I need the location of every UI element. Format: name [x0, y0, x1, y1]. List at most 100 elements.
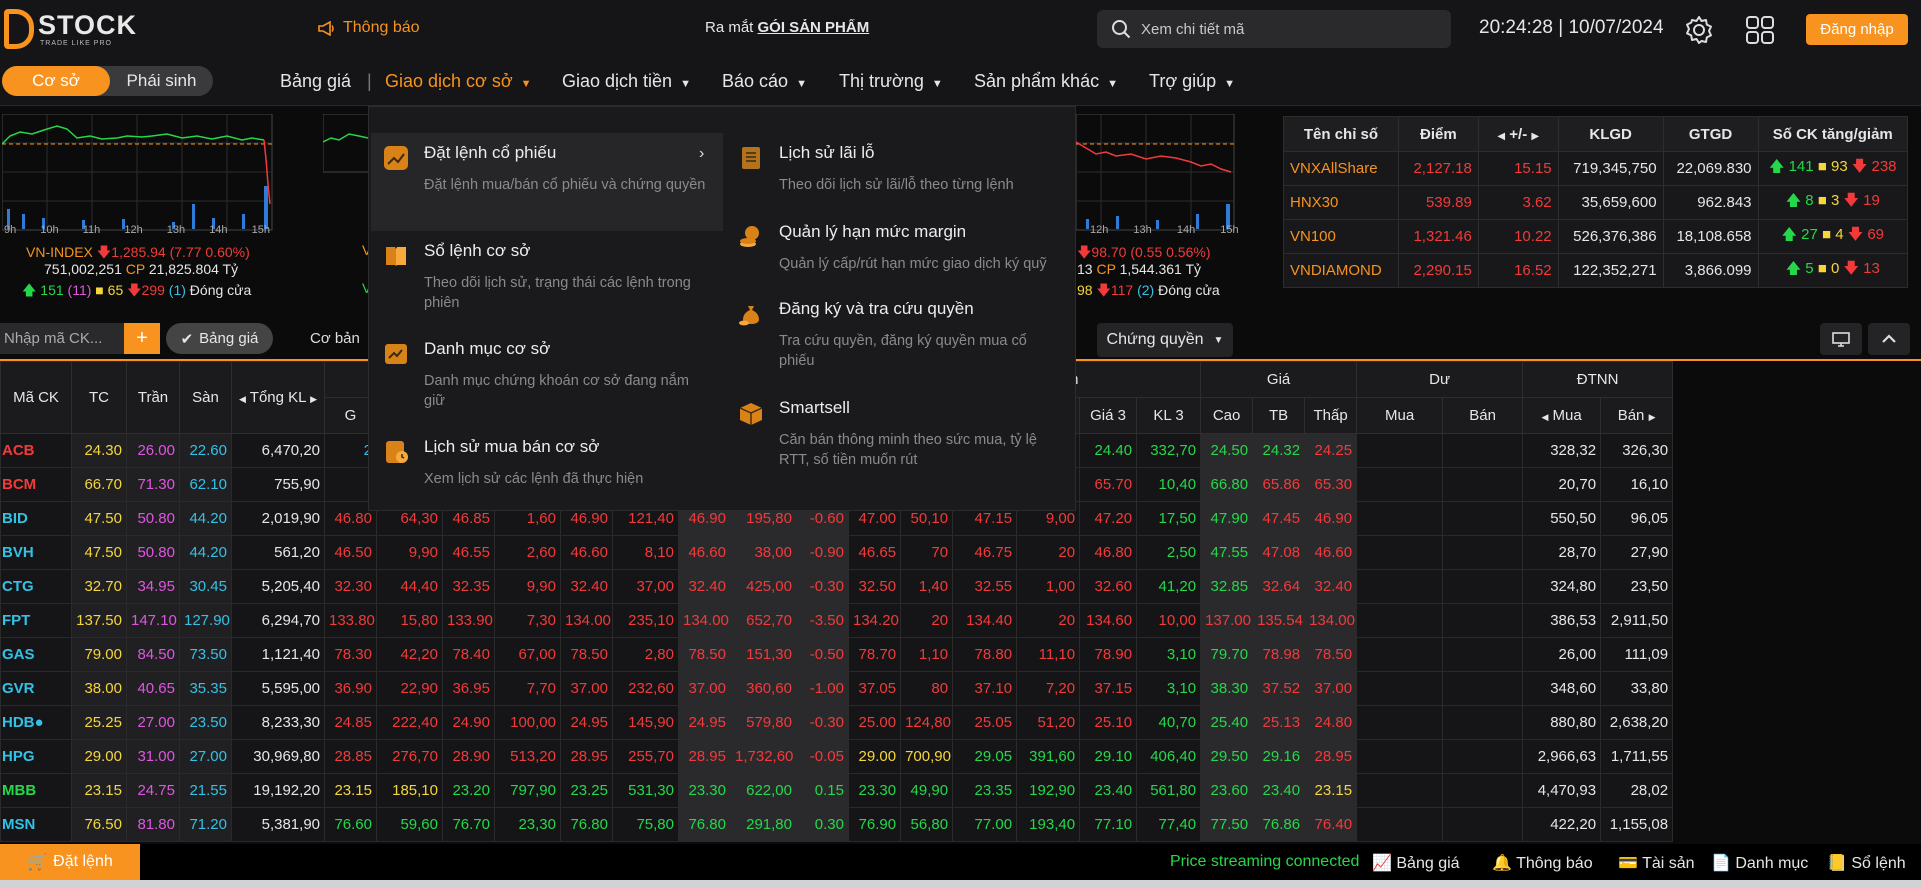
table-cell: 5,381,90 — [231, 807, 325, 842]
notice-button[interactable]: Thông báo — [318, 19, 420, 37]
logo[interactable]: STOCK TRADE LIKE PRO — [4, 6, 136, 52]
table-cell: -0.50 — [796, 637, 849, 672]
nav-giao-dich-tien[interactable]: Giao dịch tiền ▼ — [562, 71, 691, 92]
megaphone-icon — [318, 20, 334, 36]
footer-so-lenh[interactable]: 📒 Sổ lệnh — [1827, 855, 1906, 872]
table-cell: 134.00 — [678, 603, 731, 638]
apps-grid-icon[interactable] — [1745, 15, 1775, 45]
table-row[interactable]: GVR 38.00 40.65 35.35 5,595,00 36.90 22,90 36.9… — [0, 671, 1674, 706]
table-row[interactable]: CTG 32.70 34.95 30.45 5,205,40 32.30 44,40 32.3… — [0, 569, 1674, 604]
table-cell: 35.35 — [179, 671, 232, 706]
menu-item-so-lenh[interactable]: Sổ lệnh cơ sở Theo dõi lịch sử, trạng th… — [369, 233, 719, 323]
table-cell: 2,019,90 — [231, 501, 325, 536]
symbol-input[interactable] — [0, 323, 124, 354]
index-row[interactable]: VNDIAMOND 2,290.15 16.52 122,352,271 3,866.0… — [1283, 253, 1909, 288]
col-change[interactable]: ◀ +/- ▶ — [1477, 116, 1559, 152]
index-row[interactable]: VN100 1,321.46 10.22 526,376,386 18,108.658 🡅… — [1283, 219, 1909, 254]
table-cell: 326,30 — [1600, 433, 1674, 468]
footer-bang-gia[interactable]: 📈 Bảng giá — [1372, 855, 1460, 872]
add-symbol-button[interactable]: + — [124, 323, 160, 354]
col-sub-header: TB — [1252, 397, 1306, 434]
gear-icon[interactable] — [1684, 15, 1714, 45]
nav-thi-truong[interactable]: Thị trường ▼ — [839, 71, 943, 92]
col-sub-header: Thấp — [1304, 397, 1358, 434]
nav-bao-cao[interactable]: Báo cáo ▼ — [722, 71, 807, 92]
menu-item-danh-muc[interactable]: Danh mục cơ sở Danh mục chứng khoán cơ s… — [369, 331, 719, 421]
index-point: 2,127.18 — [1397, 151, 1479, 186]
menu-item-desc: Theo dõi lịch sử lãi/lỗ theo từng lệnh — [779, 177, 1014, 193]
footer-tai-san[interactable]: 💳 Tài sản — [1618, 855, 1695, 872]
footer-danh-muc[interactable]: 📄 Danh mục — [1711, 855, 1809, 872]
table-row[interactable]: HDB● 25.25 27.00 23.50 8,233,30 24.85 222,40 24… — [0, 705, 1674, 740]
arrow-down-icon: 🡇 — [96, 244, 112, 260]
bang-gia-toggle[interactable]: ✔ Bảng giá — [166, 323, 273, 354]
footer-thong-bao[interactable]: 🔔 Thông báo — [1492, 855, 1593, 872]
table-cell: 50.80 — [126, 501, 180, 536]
monitor-button[interactable] — [1820, 323, 1862, 355]
menu-item-title: Danh mục cơ sở — [424, 339, 551, 358]
table-row[interactable]: HPG 29.00 31.00 27.00 30,969,80 28.85 276,70 28… — [0, 739, 1674, 774]
table-row[interactable]: MBB 23.15 24.75 21.55 19,192,20 23.15 185,10 23… — [0, 773, 1674, 808]
table-cell: 23.15 — [324, 773, 377, 808]
table-cell: 80 — [900, 671, 954, 706]
table-cell: 406,40 — [1136, 739, 1202, 774]
table-cell: 328,32 — [1522, 433, 1602, 468]
announce-link[interactable]: GÓI SẢN PHẨM — [757, 19, 870, 36]
table-cell: 42,20 — [376, 637, 443, 672]
table-cell: 76.80 — [678, 807, 731, 842]
menu-item-lich-su-mua-ban[interactable]: Lịch sử mua bán cơ sở Xem lịch sử các lệ… — [369, 429, 719, 499]
table-cell: 34.95 — [126, 569, 180, 604]
login-button[interactable]: Đăng nhập — [1806, 14, 1908, 45]
col-sub-header[interactable]: ◀ Mua — [1522, 397, 1602, 434]
table-cell: 78.70 — [847, 637, 902, 672]
nav-san-pham-khac[interactable]: Sản phẩm khác ▼ — [974, 71, 1118, 92]
table-cell: 32.85 — [1200, 569, 1254, 604]
table-row[interactable]: MSN 76.50 81.80 71.20 5,381,90 76.60 59,60 76.7… — [0, 807, 1674, 842]
index-row[interactable]: HNX30 539.89 3.62 35,659,600 962.843 🡅 8 ■ 3 … — [1283, 185, 1909, 220]
table-row[interactable]: BVH 47.50 50.80 44.20 561,20 46.50 9,90 46.55 2,… — [0, 535, 1674, 570]
segment-co-so[interactable]: Cơ sở — [2, 66, 110, 96]
table-cell: 44.20 — [179, 535, 232, 570]
col-sub-header[interactable]: Bán ▶ — [1600, 397, 1674, 434]
table-cell: 20 — [1016, 535, 1081, 570]
table-cell: 37.00 — [560, 671, 613, 706]
table-cell: 6,294,70 — [231, 603, 325, 638]
table-cell: 29.10 — [1079, 739, 1138, 774]
table-row[interactable]: GAS 79.00 84.50 73.50 1,121,40 78.30 42,20 78.4… — [0, 637, 1674, 672]
table-cell: 28.95 — [678, 739, 731, 774]
menu-item-dat-lenh[interactable]: Đặt lệnh cổ phiếu Đặt lệnh mua/bán cổ ph… — [369, 135, 719, 225]
nav-giao-dich-co-so[interactable]: Giao dịch cơ sở ▼ — [385, 71, 532, 92]
table-cell: 81.80 — [126, 807, 180, 842]
table-cell — [1356, 603, 1444, 638]
co-ban-tab[interactable]: Cơ bản — [310, 330, 360, 347]
menu-item-dang-ky-quyen[interactable]: Đăng ký và tra cứu quyền Tra cứu quyền, … — [724, 291, 1074, 371]
table-cell: 25.05 — [952, 705, 1018, 740]
table-cell: 24.90 — [442, 705, 495, 740]
vnindex-mini-chart[interactable] — [2, 114, 274, 232]
table-row[interactable]: FPT 137.50 147.10 127.90 6,294,70 133.80 15,80… — [0, 603, 1674, 638]
flat-square-icon: ■ — [1817, 158, 1827, 175]
index-row[interactable]: VNXAllShare 2,127.18 15.15 719,345,750 22,06… — [1283, 151, 1909, 186]
table-cell: 27.00 — [126, 705, 180, 740]
menu-item-smartsell[interactable]: Smartsell Căn bán thông minh theo sức mu… — [724, 390, 1074, 480]
second-mini-chart[interactable] — [323, 114, 368, 174]
dat-lenh-button[interactable]: 🛒 Đặt lệnh — [0, 844, 140, 880]
right-mini-chart[interactable] — [1076, 114, 1236, 232]
col-ten-chi-so: Tên chỉ số — [1283, 116, 1399, 152]
search-icon — [1112, 20, 1131, 39]
table-cell: 9,90 — [494, 569, 561, 604]
menu-item-han-muc-margin[interactable]: Quản lý hạn mức margin Quản lý cấp/rút h… — [724, 214, 1074, 289]
search-input[interactable] — [1141, 20, 1431, 38]
col-diem: Điểm — [1397, 116, 1479, 152]
menu-item-lich-su-lai-lo[interactable]: Lịch sử lãi lỗ Theo dõi lịch sử lãi/lỗ t… — [724, 135, 1074, 215]
table-cell: 1,00 — [1016, 569, 1081, 604]
table-cell: 32.40 — [678, 569, 731, 604]
collapse-button[interactable] — [1868, 323, 1910, 355]
announcement-ticker[interactable]: Ra mắt GÓI SẢN PHẨM — [705, 19, 880, 36]
search-box[interactable] — [1097, 10, 1451, 48]
col-tong-kl[interactable]: ◀ Tổng KL ▶ — [231, 361, 325, 434]
chung-quyen-dropdown[interactable]: Chứng quyền ▼ — [1097, 323, 1233, 357]
nav-tro-giup[interactable]: Trợ giúp ▼ — [1149, 71, 1235, 92]
nav-bang-gia[interactable]: Bảng giá — [280, 71, 352, 91]
segment-phai-sinh[interactable]: Phái sinh — [126, 71, 197, 90]
